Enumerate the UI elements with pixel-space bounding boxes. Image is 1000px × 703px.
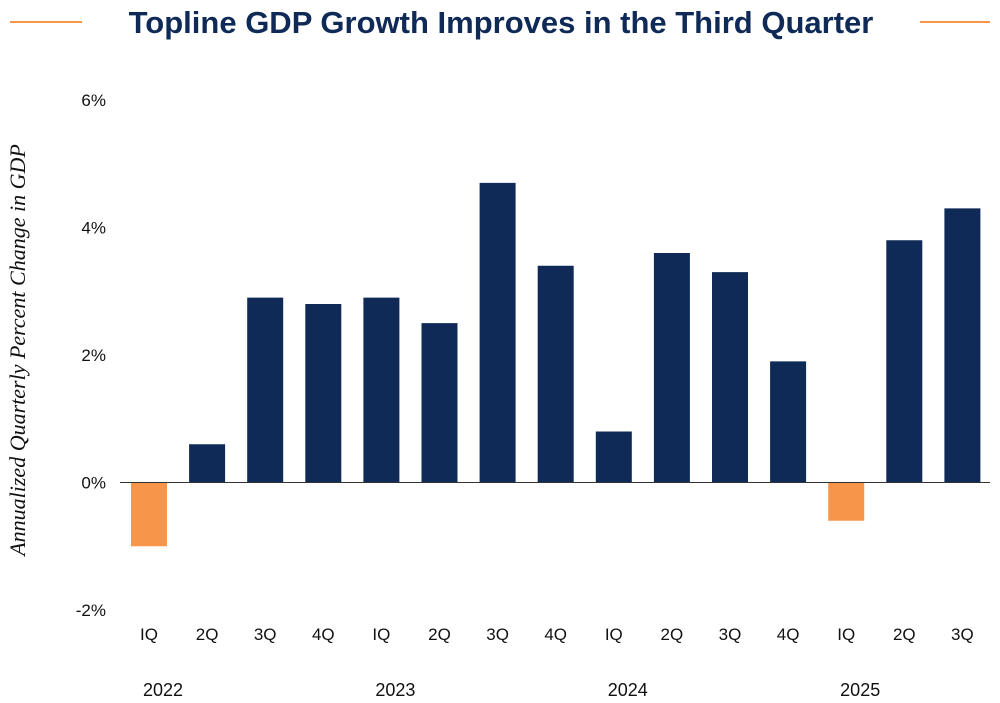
y-tick-labels: 6% 4% 2% 0% -2%: [76, 91, 106, 620]
year-label: 2022: [143, 680, 183, 700]
x-tick-label: 3Q: [486, 625, 509, 644]
x-tick-label: 2Q: [661, 625, 684, 644]
bar: [363, 297, 400, 483]
bar: [886, 240, 923, 483]
bar: [247, 297, 284, 483]
y-tick-label: 6%: [81, 91, 106, 110]
x-tick-label: 4Q: [312, 625, 335, 644]
x-tick-label: IQ: [372, 625, 390, 644]
bar: [944, 208, 981, 483]
year-label: 2024: [608, 680, 648, 700]
bar: [828, 482, 865, 521]
bar: [189, 444, 226, 483]
x-tick-label: 2Q: [893, 625, 916, 644]
chart-title: Topline GDP Growth Improves in the Third…: [129, 5, 874, 40]
x-tick-label: IQ: [140, 625, 158, 644]
bar: [305, 304, 342, 483]
bar: [595, 431, 632, 483]
x-tick-label: 3Q: [719, 625, 742, 644]
bars: [131, 182, 981, 547]
x-tick-labels: IQ 2Q 3Q 4Q IQ 2Q 3Q 4Q IQ 2Q 3Q 4Q IQ 2Q 3Q: [140, 625, 974, 644]
x-tick-label: 2Q: [196, 625, 219, 644]
x-tick-label: 2Q: [428, 625, 451, 644]
y-tick-label: 0%: [81, 474, 106, 493]
year-label: 2023: [375, 680, 415, 700]
x-tick-label: 4Q: [777, 625, 800, 644]
x-tick-label: 3Q: [951, 625, 974, 644]
year-labels: 2022 2023 2024 2025: [143, 680, 880, 700]
x-tick-label: IQ: [837, 625, 855, 644]
y-axis-label: Annualized Quarterly Percent Change in G…: [5, 144, 30, 558]
bar: [712, 272, 748, 483]
x-tick-label: 3Q: [254, 625, 277, 644]
bar: [653, 253, 690, 483]
bar: [131, 482, 167, 547]
bar: [421, 323, 458, 483]
year-label: 2025: [840, 680, 880, 700]
x-tick-label: IQ: [605, 625, 623, 644]
y-tick-label: 4%: [81, 219, 106, 238]
x-tick-label: 4Q: [544, 625, 567, 644]
bar: [479, 182, 516, 483]
bar: [770, 361, 807, 483]
y-tick-label: -2%: [76, 601, 106, 620]
y-tick-label: 2%: [81, 346, 106, 365]
bar: [537, 265, 574, 483]
